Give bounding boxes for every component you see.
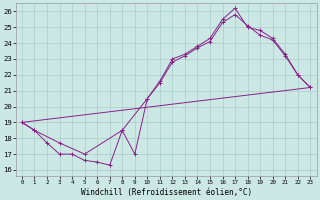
X-axis label: Windchill (Refroidissement éolien,°C): Windchill (Refroidissement éolien,°C) [81,188,252,197]
